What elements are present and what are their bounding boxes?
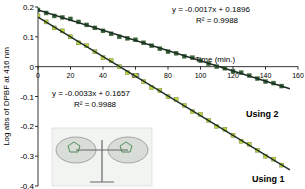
y-tick bbox=[35, 36, 38, 37]
y-tick bbox=[35, 96, 38, 97]
x-tick bbox=[135, 67, 136, 70]
y-tick-label: -0.4 bbox=[20, 182, 34, 189]
inset-bg bbox=[52, 128, 152, 186]
y-tick-label: 0.2 bbox=[23, 3, 35, 12]
y-tick-label: -0.1 bbox=[20, 93, 34, 102]
annotation: y = -0.0033x + 0.1657 bbox=[52, 89, 130, 98]
chart: 0.20.10-0.1-0.2-0.3-0.402040608010012014… bbox=[0, 0, 305, 189]
annotation: Using 2 bbox=[246, 109, 279, 119]
y-tick bbox=[35, 186, 38, 187]
x-tick bbox=[200, 67, 201, 70]
x-tick-label: 20 bbox=[67, 72, 75, 79]
y-tick bbox=[35, 7, 38, 8]
y-tick-label: 0.1 bbox=[23, 33, 35, 42]
x-tick bbox=[70, 67, 71, 70]
annotation: y = -0.0017x + 0.1896 bbox=[172, 5, 250, 14]
x-tick bbox=[298, 67, 299, 70]
annotation: R² = 0.9988 bbox=[74, 100, 117, 109]
x-tick bbox=[38, 67, 39, 70]
x-axis-label: Time (min.) bbox=[195, 55, 235, 64]
x-tick-label: 100 bbox=[195, 72, 207, 79]
y-tick-label: -0.2 bbox=[20, 122, 34, 131]
annotation: Using 1 bbox=[252, 174, 285, 184]
y-axis-label: Log abs of DPBF at 416 nm bbox=[2, 47, 11, 146]
inset-image bbox=[52, 128, 152, 186]
y-tick bbox=[35, 66, 38, 67]
x-tick bbox=[168, 67, 169, 70]
x-tick-label: 80 bbox=[164, 72, 172, 79]
x-tick bbox=[103, 67, 104, 70]
x-tick bbox=[265, 67, 266, 70]
x-tick-label: 160 bbox=[292, 72, 304, 79]
annotation: R² = 0.9988 bbox=[196, 16, 239, 25]
trend-line bbox=[38, 10, 290, 89]
x-tick-label: 140 bbox=[260, 72, 272, 79]
y-tick bbox=[35, 156, 38, 157]
x-tick-label: 0 bbox=[36, 72, 40, 79]
plot-marks bbox=[38, 8, 290, 170]
y-tick-label: 0 bbox=[30, 63, 35, 72]
inset-molecule bbox=[68, 142, 132, 152]
trend-line bbox=[38, 17, 290, 170]
x-tick-label: 40 bbox=[99, 72, 107, 79]
y-tick bbox=[35, 126, 38, 127]
y-tick-label: -0.3 bbox=[20, 152, 34, 161]
